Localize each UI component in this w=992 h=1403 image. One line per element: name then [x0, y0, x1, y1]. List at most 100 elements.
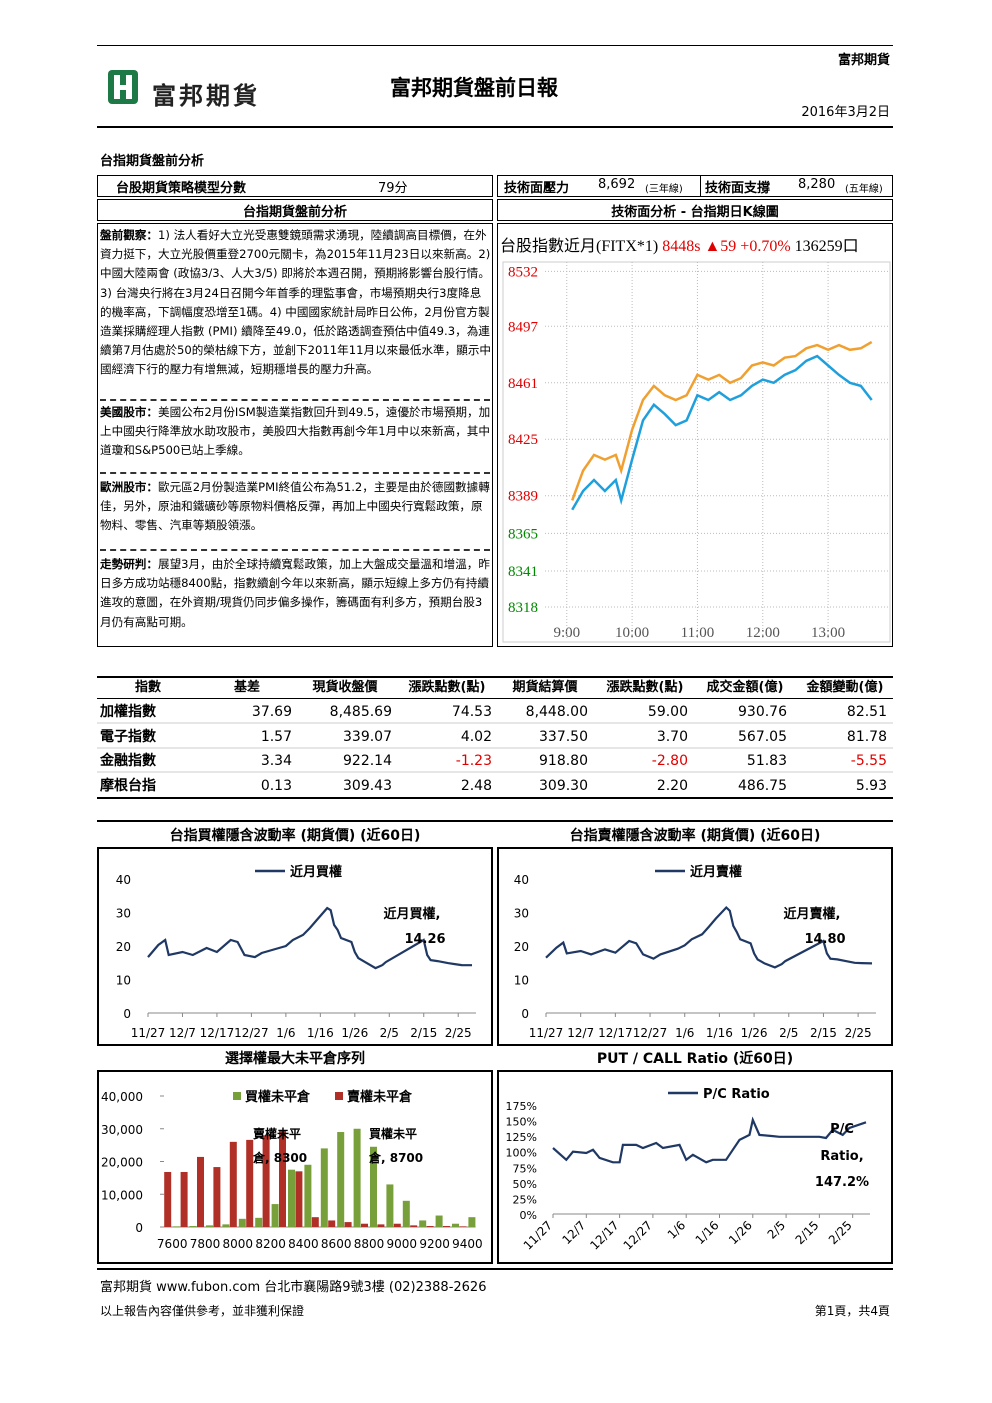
- paragraph-label: 走勢研判：: [100, 557, 158, 571]
- data-annotation: P/C: [830, 1122, 854, 1137]
- bar: [459, 1226, 467, 1227]
- quote-price: 8448s: [662, 238, 701, 255]
- rule: [97, 698, 893, 699]
- rule: [97, 1268, 893, 1270]
- y-tick-label: 0%: [520, 1209, 537, 1222]
- y-tick-label: 40: [514, 873, 529, 887]
- bar: [213, 1167, 221, 1227]
- table-cell: 922.14: [343, 753, 392, 769]
- legend-label: 買權未平倉: [245, 1089, 311, 1105]
- bar: [288, 1169, 295, 1227]
- table-cell: -1.23: [456, 753, 492, 769]
- y-tick-label: 175%: [506, 1100, 537, 1113]
- bar: [246, 1139, 254, 1227]
- resistance-label: 技術面壓力: [504, 181, 570, 196]
- y-tick-label: 8461: [508, 376, 538, 392]
- bar: [393, 1223, 401, 1227]
- bar: [337, 1132, 345, 1227]
- bar: [255, 1217, 263, 1227]
- table-cell: 567.05: [738, 729, 787, 745]
- x-tick-label: 12:00: [746, 625, 780, 641]
- bar: [311, 1217, 319, 1227]
- model-score: 79分: [378, 181, 408, 196]
- x-tick-label: 8200: [255, 1237, 286, 1251]
- chart-title: 台指賣權隱含波動率 (期貨價) (近60日): [569, 828, 821, 844]
- resistance-note: (三年線): [645, 184, 683, 195]
- table-header: 現貨收盤價: [312, 679, 378, 695]
- table-cell: 0.13: [261, 778, 292, 794]
- x-tick-label: 8000: [223, 1237, 254, 1251]
- support-value: 8,280: [798, 177, 836, 192]
- x-tick-label: 1/16: [693, 1218, 722, 1247]
- logo-icon: [108, 70, 138, 104]
- data-annotation: 倉, 8300: [252, 1150, 307, 1165]
- bar: [443, 1226, 450, 1227]
- table-cell: 4.02: [461, 729, 492, 745]
- table-cell: 1.57: [261, 729, 292, 745]
- paragraph-text: 展望3月，由於全球持續寬鬆政策，加上大盤成交量溫和增溫，昨日多方成功站穩8400…: [100, 557, 490, 629]
- table-cell: 74.53: [452, 704, 492, 720]
- data-annotation: 147.2%: [815, 1175, 869, 1190]
- bar: [426, 1226, 434, 1227]
- bar: [189, 1226, 197, 1227]
- x-tick-label: 7800: [190, 1237, 221, 1251]
- y-tick-label: 8425: [508, 432, 538, 448]
- x-tick-label: 1/6: [665, 1218, 689, 1242]
- bar: [164, 1171, 172, 1227]
- section-title: 台指期貨盤前分析: [100, 154, 205, 169]
- data-annotation: 倉, 8700: [368, 1150, 423, 1165]
- legend-label: 賣權未平倉: [347, 1089, 413, 1105]
- bar: [361, 1223, 368, 1227]
- y-tick-label: 125%: [506, 1131, 537, 1144]
- table-header: 漲跌點數(點): [607, 679, 684, 695]
- rule: [97, 676, 893, 678]
- table-cell: -2.80: [652, 753, 688, 769]
- x-tick-label: 9:00: [553, 625, 580, 641]
- chart-title: 選擇權最大未平倉序列: [225, 1051, 365, 1067]
- x-tick-label: 2/5: [380, 1026, 399, 1040]
- x-tick-label: 12/7: [567, 1026, 594, 1040]
- table-cell: 309.30: [539, 778, 588, 794]
- y-tick-label: 8389: [508, 489, 538, 505]
- x-tick-label: 12/17: [200, 1026, 235, 1040]
- y-tick-label: 0: [135, 1221, 143, 1235]
- heading-cell: [97, 199, 493, 221]
- x-tick-label: 9200: [419, 1237, 450, 1251]
- table-cell: 3.70: [657, 729, 688, 745]
- y-tick-label: 10: [514, 974, 529, 988]
- bar: [386, 1184, 394, 1227]
- legend-label: P/C Ratio: [703, 1087, 770, 1102]
- data-annotation: Ratio,: [820, 1149, 863, 1164]
- chart-box: [97, 847, 493, 1046]
- table-header: 金額變動(億): [806, 679, 884, 695]
- bar: [353, 1128, 361, 1227]
- series-line: [571, 340, 873, 501]
- data-annotation: 近月賣權,: [784, 906, 841, 922]
- paragraph: 美國股市：美國公布2月份ISM製造業指數回升到49.5，遠優於市場預期，加上中國…: [100, 403, 492, 461]
- table-cell: 8,485.69: [330, 704, 392, 720]
- quote-change: ▲59: [704, 238, 737, 255]
- bar: [435, 1215, 443, 1227]
- table-cell: 3.34: [261, 753, 292, 769]
- table-header: 期貨結算價: [512, 679, 578, 695]
- x-tick-label: 12/17: [598, 1026, 633, 1040]
- y-tick-label: 8318: [508, 600, 538, 616]
- x-tick-label: 8600: [321, 1237, 352, 1251]
- y-tick-label: 8532: [508, 264, 538, 280]
- x-tick-label: 1/26: [341, 1026, 368, 1040]
- legend-label: 近月買權: [290, 864, 342, 880]
- separator: [100, 472, 490, 474]
- bar: [370, 1146, 377, 1227]
- y-tick-label: 30: [116, 907, 131, 921]
- model-label: 台股期貨策略模型分數: [116, 181, 247, 196]
- table-cell: 2.20: [657, 778, 688, 794]
- x-tick-label: 2/5: [765, 1218, 789, 1242]
- bar: [173, 1226, 181, 1227]
- y-tick-label: 30,000: [101, 1123, 143, 1137]
- table-cell: 37.69: [252, 704, 292, 720]
- support-label: 技術面支撐: [705, 181, 771, 196]
- y-tick-label: 0: [123, 1007, 131, 1021]
- bar: [402, 1200, 410, 1227]
- bar: [452, 1223, 459, 1227]
- bar: [206, 1225, 213, 1227]
